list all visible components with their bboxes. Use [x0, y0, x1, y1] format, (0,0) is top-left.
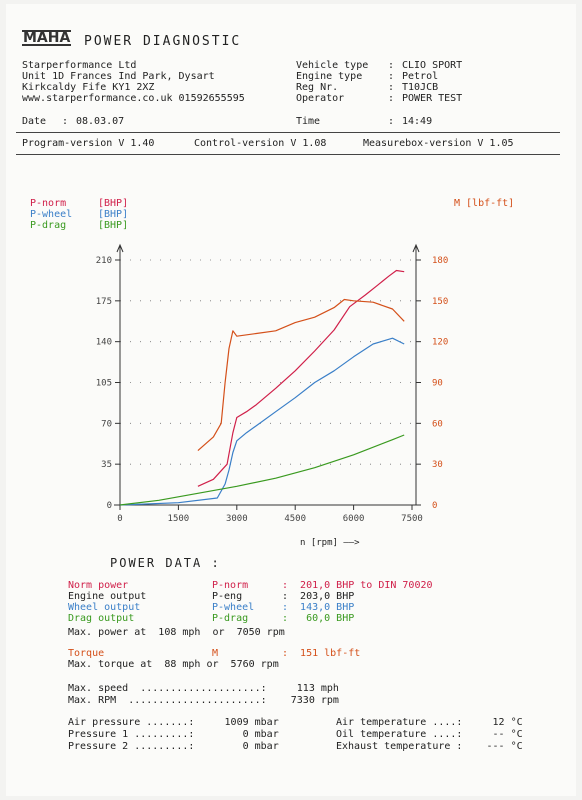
- program-version: Program-version V 1.40: [22, 138, 155, 149]
- divider: [16, 132, 560, 133]
- exhaust-temperature: Exhaust temperature : --- °C: [336, 741, 523, 752]
- measurebox-version: Measurebox-version V 1.05: [363, 138, 514, 149]
- chart-axes: [114, 243, 420, 506]
- power-row-label: Drag output: [68, 613, 135, 624]
- company-line-4: www.starperformance.co.uk 01592655595: [22, 93, 245, 104]
- power-row-value: : 60,0 BHP: [282, 613, 355, 624]
- operator-label: Operator: [296, 93, 345, 104]
- legend-p-wheel: P-wheel: [30, 209, 73, 220]
- legend-torque: M [lbf-ft]: [454, 198, 515, 209]
- x-tick-label: 6000: [343, 514, 365, 524]
- y-tick-label-right: 180: [432, 256, 448, 266]
- torque-sym: M: [212, 648, 219, 659]
- series-line-p-wheel: [119, 337, 405, 506]
- power-row-label: Wheel output: [68, 602, 141, 613]
- x-tick-label: 7500: [401, 514, 423, 524]
- chart-ticks: 0 35 70 105 140 175 210 0 30 60 90 120 150 180 0 1500 30…: [96, 256, 449, 524]
- company-line-3: Kirkcaldy Fife KY1 2XZ: [22, 82, 155, 93]
- max-power: Max. power at 108 mph or 7050 rpm: [68, 627, 285, 638]
- control-version: Control-version V 1.08: [194, 138, 327, 149]
- power-row-value: : 203,0 BHP: [282, 591, 355, 602]
- y-tick-label-left: 140: [96, 338, 112, 348]
- x-tick-label: 0: [117, 514, 122, 524]
- legend-p-norm: P-norm: [30, 198, 67, 209]
- power-row-value: : 143,0 BHP: [282, 602, 355, 613]
- y-tick-label-left: 35: [101, 460, 112, 470]
- torque-value: : 151 lbf-ft: [282, 648, 361, 659]
- reg-value: T10JCB: [402, 82, 439, 93]
- y-tick-label-right: 60: [432, 419, 443, 429]
- engine-type-value: Petrol: [402, 71, 439, 82]
- y-tick-label-right: 120: [432, 338, 448, 348]
- power-row-value: : 201,0 BHP to DIN 70020: [282, 580, 433, 591]
- oil-temperature: Oil temperature ....: -- °C: [336, 729, 523, 740]
- pressure-1: Pressure 1 .........: 0 mbar: [68, 729, 279, 740]
- power-chart: 0 35 70 105 140 175 210 0 30 60 90 120 150 180 0 1500 30…: [96, 243, 449, 548]
- x-tick-label: 3000: [226, 514, 248, 524]
- series-line-p-drag: [119, 434, 405, 506]
- chart-lines: [119, 269, 405, 506]
- legend-p-drag: P-drag: [30, 220, 67, 231]
- divider: [16, 154, 560, 155]
- vehicle-type-label: Vehicle type: [296, 60, 369, 71]
- air-temperature: Air temperature ....: 12 °C: [336, 717, 523, 728]
- series-line-m: [197, 298, 405, 452]
- y-axis-arrow: [116, 243, 124, 253]
- date-value: 08.03.07: [76, 116, 125, 127]
- reg-label: Reg Nr.: [296, 82, 339, 93]
- page-title: POWER DIAGNOSTIC: [84, 34, 242, 49]
- y-tick-label-left: 70: [101, 419, 112, 429]
- time-label: Time: [296, 116, 321, 127]
- date-label: Date: [22, 116, 47, 127]
- y-tick-label-right: 30: [432, 460, 443, 470]
- time-value: 14:49: [402, 116, 433, 127]
- company-line-1: Starperformance Ltd: [22, 60, 137, 71]
- power-row-label: Norm power: [68, 580, 129, 591]
- power-row-label: Engine output: [68, 591, 147, 602]
- y-tick-label-left: 0: [107, 501, 112, 511]
- operator-value: POWER TEST: [402, 93, 463, 104]
- engine-type-label: Engine type: [296, 71, 363, 82]
- y-axis-right-arrow: [412, 243, 420, 253]
- power-data-title: POWER DATA :: [110, 556, 221, 570]
- max-torque: Max. torque at 88 mph or 5760 rpm: [68, 659, 279, 670]
- y-tick-label-left: 175: [96, 297, 112, 307]
- y-tick-label-right: 90: [432, 379, 443, 389]
- max-speed: Max. speed ....................: 113 mph: [68, 683, 339, 694]
- x-tick-label: 1500: [168, 514, 190, 524]
- y-tick-label-left: 210: [96, 256, 112, 266]
- power-row-symbol: P-norm: [212, 580, 249, 591]
- torque-label: Torque: [68, 648, 105, 659]
- maha-logo: MAHA: [22, 30, 72, 46]
- chart-grid: [120, 259, 412, 465]
- legend-p-wheel-unit: [BHP]: [98, 209, 129, 220]
- y-tick-label-left: 105: [96, 379, 112, 389]
- power-row-symbol: P-drag: [212, 613, 249, 624]
- company-line-2: Unit 1D Frances Ind Park, Dysart: [22, 71, 215, 82]
- y-tick-label-right: 150: [432, 297, 448, 307]
- y-tick-label-right: 0: [432, 501, 437, 511]
- vehicle-type-value: CLIO SPORT: [402, 60, 463, 71]
- legend-p-drag-unit: [BHP]: [98, 220, 129, 231]
- x-axis-label: n [rpm] ——>: [300, 538, 360, 548]
- series-line-p-norm: [197, 269, 405, 487]
- max-rpm: Max. RPM ......................: 7330 rp…: [68, 695, 339, 706]
- legend-p-norm-unit: [BHP]: [98, 198, 129, 209]
- power-row-symbol: P-eng: [212, 591, 243, 602]
- pressure-2: Pressure 2 .........: 0 mbar: [68, 741, 279, 752]
- x-tick-label: 4500: [284, 514, 306, 524]
- air-pressure: Air pressure .......: 1009 mbar: [68, 717, 279, 728]
- power-row-symbol: P-wheel: [212, 602, 255, 613]
